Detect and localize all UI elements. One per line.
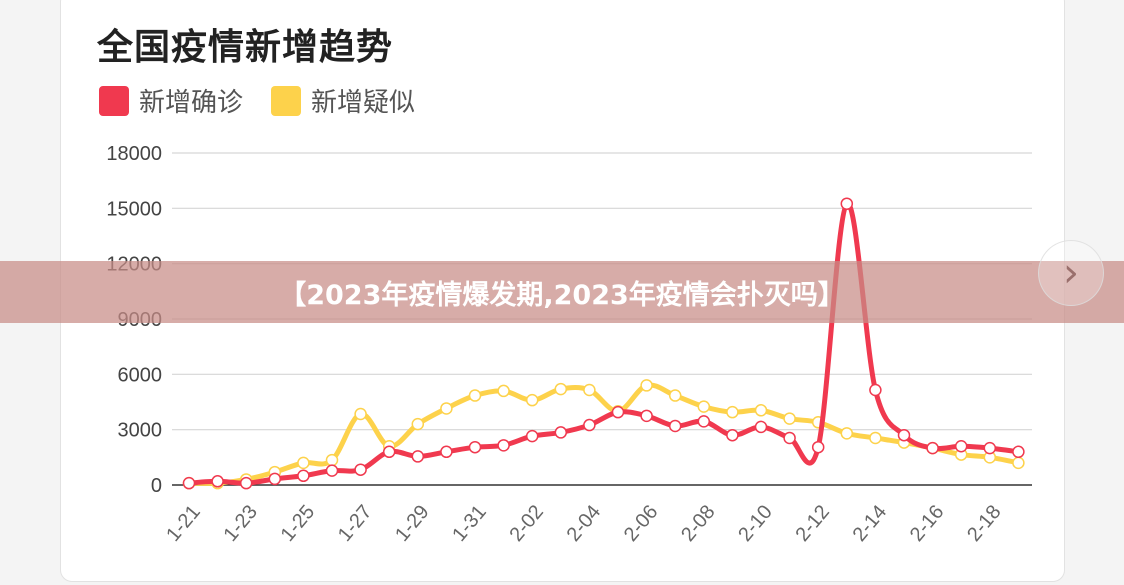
headline-banner[interactable]: 【2023年疫情爆发期,2023年疫情会扑灭吗】 bbox=[0, 261, 1124, 323]
data-point bbox=[211, 475, 224, 488]
data-point bbox=[726, 428, 739, 442]
data-point bbox=[640, 379, 653, 392]
data-point bbox=[554, 382, 568, 396]
data-point bbox=[440, 445, 453, 459]
y-tick-label: 15000 bbox=[106, 198, 162, 220]
data-point bbox=[668, 419, 682, 433]
x-tick-label: 2-08 bbox=[677, 501, 720, 546]
legend-item-confirmed[interactable]: 新增确诊 bbox=[99, 82, 243, 119]
data-point bbox=[754, 420, 768, 434]
data-point bbox=[325, 453, 339, 467]
data-point bbox=[411, 417, 425, 431]
chevron-right-icon: › bbox=[1063, 250, 1079, 296]
x-tick-label: 2-16 bbox=[906, 501, 949, 546]
data-point bbox=[525, 393, 539, 407]
x-tick-label: 1-23 bbox=[219, 501, 262, 546]
data-point bbox=[468, 440, 482, 454]
chart-title: 全国疫情新增趋势 bbox=[97, 27, 394, 68]
data-point bbox=[354, 463, 367, 476]
series-line-suspected bbox=[188, 382, 1019, 486]
data-point bbox=[411, 450, 425, 463]
data-point bbox=[497, 384, 510, 398]
data-point bbox=[726, 405, 739, 419]
legend-swatch-confirmed bbox=[99, 85, 129, 116]
data-point bbox=[1012, 445, 1025, 459]
y-tick-label: 0 bbox=[151, 475, 162, 497]
next-button[interactable]: › bbox=[1038, 240, 1104, 306]
data-point bbox=[754, 404, 768, 417]
data-point bbox=[926, 441, 939, 455]
data-point bbox=[840, 427, 854, 440]
x-tick-label: 1-29 bbox=[391, 501, 434, 546]
legend-label-suspected: 新增疑似 bbox=[311, 88, 416, 118]
x-tick-label: 2-14 bbox=[849, 501, 892, 546]
x-tick-label: 1-31 bbox=[448, 501, 491, 546]
data-point bbox=[697, 415, 711, 428]
x-tick-label: 2-06 bbox=[620, 501, 663, 546]
data-point bbox=[440, 402, 453, 415]
data-point bbox=[640, 409, 653, 423]
data-point bbox=[325, 464, 339, 477]
data-point bbox=[297, 469, 310, 483]
data-point bbox=[983, 441, 997, 455]
data-point bbox=[497, 439, 510, 452]
data-point bbox=[697, 400, 711, 413]
data-point bbox=[783, 412, 796, 425]
data-point bbox=[354, 407, 367, 421]
legend: 新增确诊 新增疑似 bbox=[99, 82, 443, 119]
legend-label-confirmed: 新增确诊 bbox=[139, 88, 244, 118]
data-point bbox=[525, 429, 539, 443]
y-tick-label: 18000 bbox=[106, 143, 162, 165]
y-tick-label: 6000 bbox=[118, 364, 163, 386]
data-point bbox=[297, 456, 310, 470]
data-point bbox=[897, 428, 911, 442]
data-point bbox=[554, 426, 568, 439]
data-point bbox=[840, 197, 854, 210]
data-point bbox=[611, 405, 625, 419]
x-tick-label: 1-25 bbox=[277, 501, 320, 546]
data-point bbox=[583, 418, 596, 432]
data-point bbox=[268, 472, 282, 486]
data-point bbox=[954, 440, 968, 453]
x-tick-label: 1-27 bbox=[334, 501, 377, 546]
data-point bbox=[382, 445, 396, 459]
data-point bbox=[468, 389, 482, 402]
data-point bbox=[239, 476, 253, 490]
data-point bbox=[783, 431, 796, 445]
x-tick-label: 1-21 bbox=[162, 501, 205, 546]
data-point bbox=[182, 476, 196, 490]
x-tick-label: 2-10 bbox=[734, 501, 777, 546]
data-point bbox=[583, 383, 596, 397]
y-tick-label: 3000 bbox=[118, 420, 163, 442]
data-point bbox=[811, 440, 825, 454]
data-point bbox=[869, 383, 882, 397]
legend-swatch-suspected bbox=[271, 85, 302, 116]
data-point bbox=[668, 389, 682, 402]
data-point bbox=[1012, 456, 1025, 470]
x-tick-label: 2-12 bbox=[791, 501, 834, 546]
x-tick-label: 2-02 bbox=[505, 501, 548, 546]
data-point bbox=[869, 431, 882, 445]
x-tick-label: 2-04 bbox=[563, 501, 606, 546]
legend-item-suspected[interactable]: 新增疑似 bbox=[271, 82, 415, 119]
x-tick-label: 2-18 bbox=[963, 501, 1006, 546]
